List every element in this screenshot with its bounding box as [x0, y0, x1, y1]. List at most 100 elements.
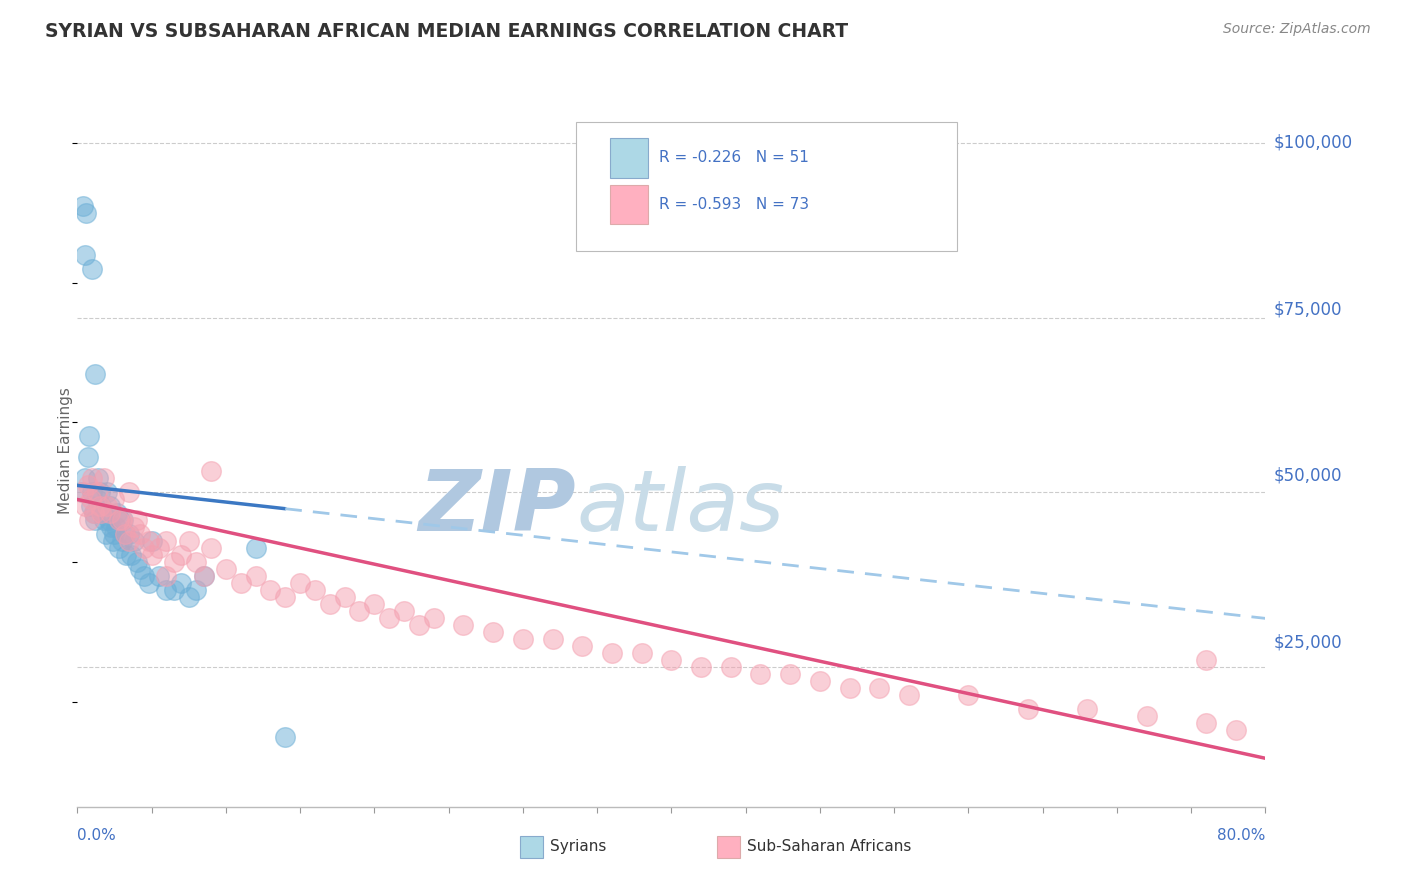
Text: Syrians: Syrians: [550, 839, 606, 855]
Point: [138, 576, 160, 591]
Point: [98, 507, 121, 521]
Point: [128, 527, 150, 541]
Point: [155, 583, 177, 598]
Point: [193, 569, 215, 583]
Point: [98, 500, 121, 514]
Point: [898, 689, 921, 703]
Point: [73, 500, 96, 514]
Y-axis label: Median Earnings: Median Earnings: [58, 387, 73, 514]
Point: [83, 507, 105, 521]
Point: [661, 653, 683, 667]
Point: [186, 555, 208, 569]
Text: SYRIAN VS SUBSAHARAN AFRICAN MEDIAN EARNINGS CORRELATION CHART: SYRIAN VS SUBSAHARAN AFRICAN MEDIAN EARN…: [45, 22, 848, 41]
Point: [134, 541, 156, 556]
Point: [103, 527, 125, 541]
Point: [141, 549, 163, 563]
Point: [122, 520, 145, 534]
Point: [114, 527, 136, 541]
Point: [111, 513, 134, 527]
Point: [82, 471, 104, 485]
Point: [87, 471, 110, 485]
Point: [363, 598, 385, 612]
Point: [77, 429, 100, 443]
Point: [512, 632, 534, 647]
Point: [96, 485, 118, 500]
Point: [114, 527, 136, 541]
Text: Source: ZipAtlas.com: Source: ZipAtlas.com: [1223, 22, 1371, 37]
Point: [482, 625, 505, 640]
Point: [112, 513, 135, 527]
Point: [541, 632, 564, 647]
Point: [101, 534, 124, 549]
Point: [86, 485, 108, 500]
Point: [77, 513, 100, 527]
Point: [177, 591, 200, 605]
Point: [100, 520, 122, 534]
Point: [1195, 653, 1218, 667]
Point: [107, 507, 129, 521]
Point: [75, 205, 97, 219]
Point: [163, 583, 186, 598]
Point: [170, 576, 193, 591]
Point: [138, 534, 160, 549]
Point: [82, 261, 104, 276]
Text: atlas: atlas: [576, 466, 785, 549]
Point: [408, 618, 430, 632]
Text: ZIP: ZIP: [419, 466, 576, 549]
Point: [720, 660, 742, 674]
Point: [177, 534, 200, 549]
Point: [83, 507, 105, 521]
Point: [104, 520, 127, 534]
Point: [90, 500, 112, 514]
Point: [333, 591, 356, 605]
Point: [91, 507, 114, 521]
Point: [349, 604, 371, 618]
Point: [141, 534, 163, 549]
Point: [868, 681, 890, 696]
Point: [319, 598, 342, 612]
FancyBboxPatch shape: [610, 185, 648, 224]
Point: [118, 485, 141, 500]
Point: [1225, 723, 1247, 738]
Point: [838, 681, 860, 696]
Point: [84, 513, 107, 527]
Point: [288, 576, 311, 591]
Point: [1076, 702, 1098, 716]
Point: [274, 591, 297, 605]
Point: [90, 507, 112, 521]
FancyBboxPatch shape: [610, 138, 648, 178]
Point: [134, 569, 156, 583]
Text: Sub-Saharan Africans: Sub-Saharan Africans: [747, 839, 911, 855]
Text: 0.0%: 0.0%: [77, 828, 117, 843]
Point: [229, 576, 252, 591]
Point: [82, 485, 104, 500]
Point: [86, 492, 108, 507]
Point: [155, 534, 177, 549]
Point: [122, 534, 145, 549]
Point: [72, 198, 94, 212]
FancyBboxPatch shape: [576, 122, 956, 251]
Point: [749, 667, 772, 681]
Point: [97, 513, 120, 527]
Point: [148, 569, 170, 583]
Point: [118, 527, 141, 541]
Point: [93, 471, 115, 485]
Point: [200, 465, 222, 479]
Point: [80, 492, 103, 507]
Point: [84, 367, 107, 381]
Point: [70, 485, 93, 500]
Point: [808, 674, 831, 689]
Point: [103, 492, 125, 507]
Point: [94, 527, 117, 541]
Point: [630, 646, 652, 660]
Point: [89, 485, 111, 500]
Point: [76, 450, 98, 465]
Point: [600, 646, 623, 660]
Point: [125, 555, 148, 569]
Point: [108, 513, 131, 527]
Point: [200, 541, 222, 556]
Point: [111, 534, 134, 549]
Point: [108, 541, 131, 556]
Point: [259, 583, 281, 598]
Point: [215, 562, 238, 576]
